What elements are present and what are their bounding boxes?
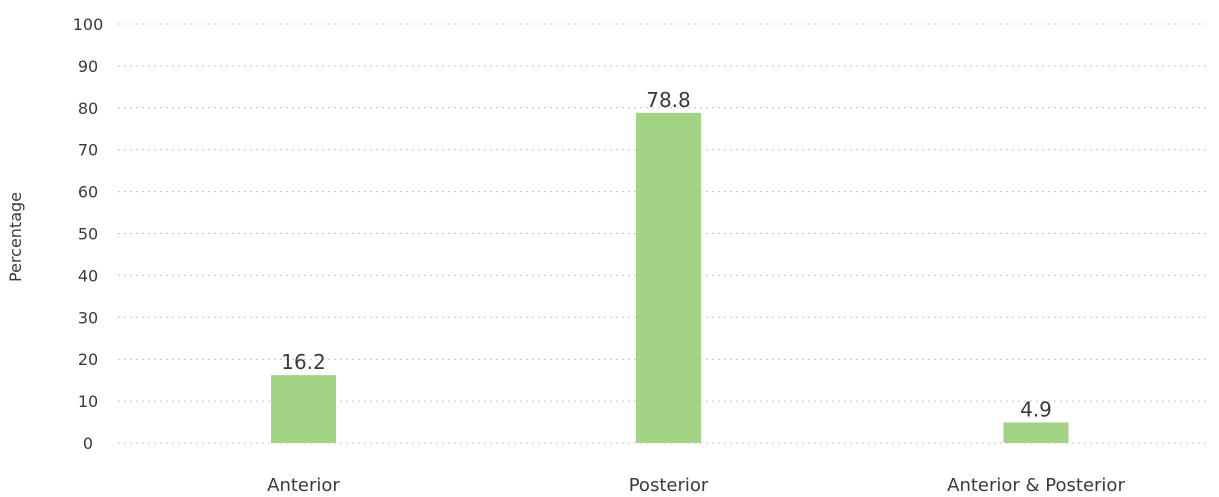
x-axis-labels: Anterior Posterior Anterior & Posterior [267,475,1125,496]
y-axis-title: Percentage [6,192,25,282]
bar-anterior-posterior [1003,422,1069,443]
bars [271,112,1069,443]
y-tick-label: 0 [83,434,93,453]
x-category-label: Posterior [629,475,709,496]
bar-anterior [271,375,336,443]
bar-value-label: 4.9 [1020,397,1052,421]
bar-value-label: 16.2 [281,350,326,374]
bar-value-label: 78.8 [646,88,691,112]
y-tick-label: 60 [78,183,98,202]
y-tick-label: 100 [73,15,104,34]
x-category-label: Anterior & Posterior [947,475,1125,496]
bar-posterior [636,112,701,443]
y-tick-label: 90 [78,57,98,76]
y-axis-ticks: 0 10 20 30 40 50 60 70 80 90 100 [73,15,104,453]
y-tick-label: 50 [78,225,98,244]
y-tick-label: 40 [78,266,98,285]
y-tick-label: 30 [78,308,98,327]
y-tick-label: 10 [78,392,98,411]
y-tick-label: 80 [78,99,98,118]
x-category-label: Anterior [267,475,340,496]
value-labels: 16.2 78.8 4.9 [281,88,1052,422]
y-tick-label: 70 [78,141,98,160]
y-tick-label: 20 [78,350,98,369]
